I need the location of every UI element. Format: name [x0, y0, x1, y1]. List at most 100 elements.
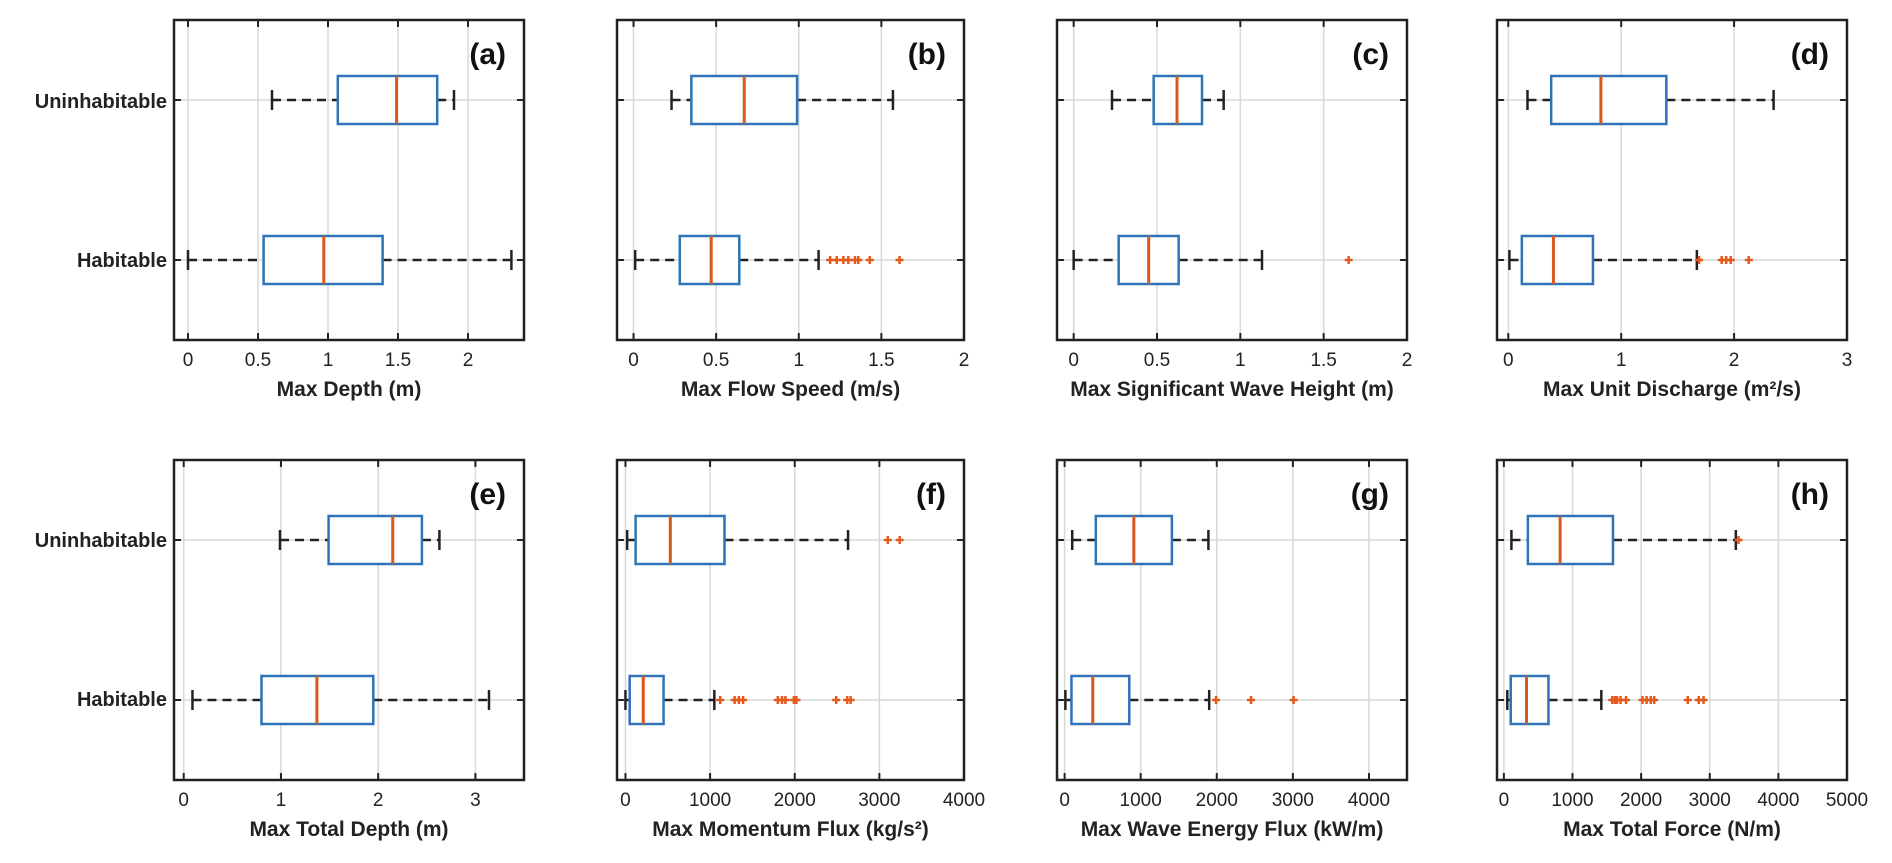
panel-g: 0 1000 2000 3000 4000 Max Wave Energy Flux (k…: [1055, 458, 1409, 841]
panel-label: (d): [1791, 38, 1829, 71]
box-uninhabitable: [327, 514, 424, 566]
outlier-habitable: [895, 256, 904, 264]
box-habitable: [1509, 674, 1550, 726]
outlier-habitable: [1289, 696, 1298, 704]
outlier-uninhabitable: [1734, 536, 1743, 544]
x-tick-label: 1: [1235, 350, 1246, 371]
outlier-habitable: [1212, 696, 1221, 704]
outlier-habitable: [781, 696, 790, 704]
x-tick-label: 1.5: [385, 350, 411, 371]
x-axis-label: Max Unit Discharge (m²/s): [1543, 378, 1801, 401]
axes-frame: [172, 18, 526, 342]
x-axis-label: Max Wave Energy Flux (kW/m): [1081, 818, 1384, 841]
x-axis-label: Max Significant Wave Height (m): [1070, 378, 1394, 401]
x-tick-label: 2: [463, 350, 474, 371]
panel-label: (c): [1352, 38, 1389, 71]
category-label-uninhabitable: Uninhabitable: [35, 530, 167, 552]
panel-label: (g): [1351, 478, 1389, 511]
outlier-habitable: [1695, 256, 1704, 264]
x-tick-label: 3000: [1689, 790, 1731, 811]
x-tick-label: 0: [1059, 790, 1070, 811]
panel-b: 0 0.5 1 1.5 2 Max Flow Speed (m/s) (b): [615, 18, 970, 401]
x-tick-label: 1000: [689, 790, 731, 811]
x-tick-label: 1000: [1551, 790, 1593, 811]
x-tick-label: 4000: [943, 790, 985, 811]
x-tick-label: 1: [793, 350, 804, 371]
x-axis-label: Max Total Depth (m): [249, 818, 448, 841]
outlier-habitable: [792, 696, 801, 704]
x-tick-label: 2: [373, 790, 384, 811]
outlier-habitable: [1247, 696, 1256, 704]
outlier-uninhabitable: [883, 536, 892, 544]
x-tick-label: 1.5: [868, 350, 894, 371]
x-tick-label: 0.5: [245, 350, 271, 371]
x-tick-label: 3000: [858, 790, 900, 811]
box-habitable: [1520, 234, 1595, 286]
panel-f: 0 1000 2000 3000 4000 Max Momentum Flux (kg/s…: [615, 458, 985, 841]
panel-label: (f): [916, 478, 946, 511]
outlier-habitable: [1344, 256, 1353, 264]
x-tick-label: 1000: [1120, 790, 1162, 811]
outlier-habitable: [1650, 696, 1659, 704]
axes-frame: [1495, 18, 1849, 342]
x-tick-label: 0: [620, 790, 631, 811]
x-tick-label: 2000: [1196, 790, 1238, 811]
outlier-habitable: [1744, 256, 1753, 264]
x-tick-label: 0: [1068, 350, 1079, 371]
category-label-habitable: Habitable: [77, 689, 167, 711]
panel-label: (b): [908, 38, 946, 71]
x-tick-label: 2: [1729, 350, 1740, 371]
x-tick-label: 0: [1499, 790, 1510, 811]
panel-label: (e): [469, 478, 506, 511]
box-habitable: [678, 234, 741, 286]
outlier-habitable: [832, 696, 841, 704]
panel-d: 0 1 2 3 Max Unit Discharge (m²/s) (d): [1495, 18, 1853, 401]
category-label-habitable: Habitable: [77, 250, 167, 272]
outlier-habitable: [846, 696, 855, 704]
box-habitable: [1070, 674, 1131, 726]
x-tick-label: 2000: [774, 790, 816, 811]
box-uninhabitable: [1526, 514, 1615, 566]
x-tick-label: 2000: [1620, 790, 1662, 811]
axes-frame: [172, 458, 526, 782]
axes-frame: [1055, 458, 1409, 782]
x-tick-label: 1.5: [1310, 350, 1336, 371]
outlier-habitable: [854, 256, 863, 264]
x-axis-label: Max Total Force (N/m): [1563, 818, 1781, 841]
x-axis-label: Max Momentum Flux (kg/s²): [652, 818, 929, 841]
x-tick-label: 0: [183, 350, 194, 371]
x-tick-label: 2: [959, 350, 970, 371]
x-tick-label: 0: [1503, 350, 1514, 371]
box-uninhabitable: [336, 74, 439, 126]
box-habitable: [628, 674, 665, 726]
axes-frame: [615, 18, 966, 342]
x-tick-label: 0.5: [703, 350, 729, 371]
outlier-habitable: [1726, 256, 1735, 264]
x-tick-label: 5000: [1826, 790, 1868, 811]
outlier-habitable: [865, 256, 874, 264]
x-tick-label: 1: [323, 350, 334, 371]
x-tick-label: 3: [470, 790, 481, 811]
outlier-habitable: [739, 696, 748, 704]
axes-frame: [1055, 18, 1409, 342]
outlier-habitable: [1683, 696, 1692, 704]
x-axis-label: Max Flow Speed (m/s): [681, 378, 900, 401]
outlier-uninhabitable: [895, 536, 904, 544]
x-tick-label: 3: [1842, 350, 1853, 371]
x-axis-label: Max Depth (m): [277, 378, 422, 401]
panel-label: (h): [1791, 478, 1829, 511]
panel-e: 0 1 2 3 Max Total Depth (m) (e): [172, 458, 526, 841]
x-tick-label: 0.5: [1144, 350, 1170, 371]
box-uninhabitable: [634, 514, 726, 566]
outlier-habitable: [1699, 696, 1708, 704]
panel-c: 0 0.5 1 1.5 2 Max Significant Wave Height (m)…: [1055, 18, 1413, 401]
x-tick-label: 1: [276, 790, 287, 811]
x-tick-label: 0: [628, 350, 639, 371]
x-tick-label: 0: [178, 790, 189, 811]
panel-label: (a): [469, 38, 506, 71]
x-tick-label: 2: [1402, 350, 1413, 371]
outlier-habitable: [716, 696, 725, 704]
category-label-uninhabitable: Uninhabitable: [35, 91, 167, 113]
x-tick-label: 1: [1616, 350, 1627, 371]
